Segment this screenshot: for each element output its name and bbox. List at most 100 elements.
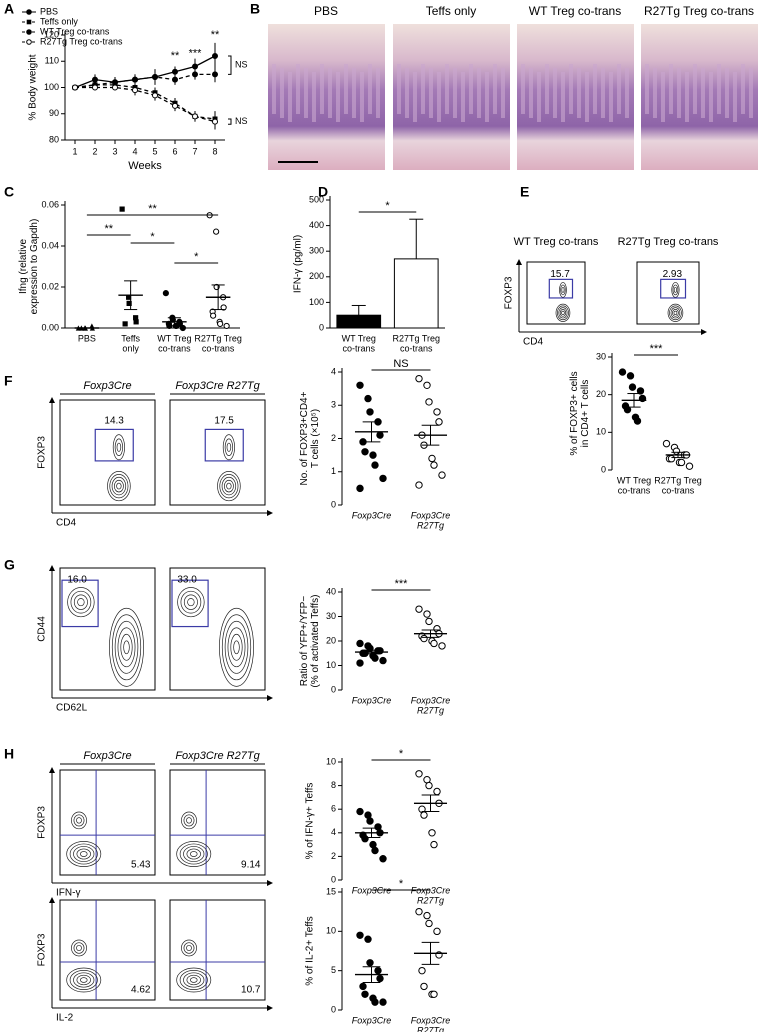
y-tick-label: 300 — [309, 246, 324, 256]
point — [425, 919, 433, 928]
y-axis-label: expression to Gapdh) — [29, 219, 40, 315]
point — [179, 324, 186, 332]
contour — [76, 817, 82, 824]
x-tick-label: co-trans — [202, 343, 235, 353]
contour — [109, 473, 129, 499]
crypt — [352, 68, 356, 118]
image-title: R27Tg Treg co-trans — [644, 4, 754, 18]
x-tick-label: R27Tg — [417, 1025, 444, 1032]
y-tick-label: 4 — [331, 827, 336, 837]
x-tick-label: 1 — [72, 146, 77, 156]
point — [132, 76, 138, 83]
contour — [69, 843, 98, 865]
y-tick-label: 0.04 — [41, 240, 59, 250]
crypt — [320, 64, 324, 114]
point — [662, 439, 671, 448]
contour — [561, 287, 565, 293]
point — [212, 53, 218, 59]
contour — [667, 303, 684, 322]
point — [428, 829, 436, 837]
contour — [558, 307, 568, 319]
point — [361, 990, 369, 998]
point — [112, 79, 118, 86]
y-tick-label: 8 — [331, 780, 336, 790]
panel-label: B — [250, 1, 260, 17]
point — [356, 659, 364, 667]
y-axis-label: FOXP3 — [504, 276, 515, 309]
crypt — [493, 64, 497, 114]
contour — [226, 442, 232, 452]
x-axis-label: CD4 — [56, 518, 76, 529]
arrow-head — [516, 259, 522, 265]
y-tick-label: 20 — [596, 389, 606, 399]
point — [356, 807, 364, 816]
contour — [555, 303, 571, 322]
point — [366, 959, 374, 967]
crypt — [645, 64, 649, 114]
panel-label: A — [4, 1, 14, 17]
point — [217, 320, 224, 327]
crypt — [344, 64, 348, 114]
y-tick-label: 5 — [331, 965, 336, 975]
y-axis-label: % of FOXP3+ cells — [569, 371, 580, 455]
flow-plot — [169, 899, 266, 1001]
x-tick-label: WT Treg — [617, 475, 651, 485]
flow-plot — [59, 567, 156, 691]
x-tick-label: 6 — [172, 146, 177, 156]
x-tick-label: 2 — [92, 146, 97, 156]
point — [672, 447, 681, 455]
x-tick-label: WT Treg — [342, 333, 376, 343]
crypt — [477, 68, 481, 118]
bar — [393, 258, 439, 329]
flow-plot — [169, 399, 266, 506]
y-tick-label: 0 — [331, 499, 336, 509]
y-tick-label: 3 — [331, 400, 336, 410]
gate-value: 2.93 — [663, 269, 683, 280]
legend-label: PBS — [40, 6, 58, 16]
point — [418, 966, 426, 975]
gate-value: 9.14 — [241, 860, 261, 871]
point — [212, 71, 218, 78]
gate — [61, 579, 99, 628]
significance: * — [194, 251, 199, 263]
y-tick-label: 10 — [596, 427, 606, 437]
crypt — [569, 64, 573, 114]
gate — [171, 579, 209, 628]
gate-value: 14.3 — [104, 416, 124, 427]
crypt — [461, 72, 465, 122]
y-tick-label: 0.02 — [41, 281, 59, 291]
crypt — [272, 64, 276, 114]
y-tick-label: 1 — [331, 466, 336, 476]
contour — [76, 974, 91, 986]
flow-title: R27Tg Treg co-trans — [618, 236, 719, 248]
contour — [670, 307, 681, 319]
crypt — [609, 72, 613, 122]
x-tick-label: WT Treg — [157, 333, 191, 343]
image-title: WT Treg co-trans — [529, 4, 621, 18]
gate — [548, 278, 574, 299]
point — [92, 84, 98, 91]
contour — [224, 620, 249, 674]
crypt — [445, 64, 449, 114]
y-tick-label: 4 — [331, 366, 336, 376]
point — [415, 770, 423, 778]
flow-title: Foxp3Cre — [83, 380, 131, 392]
panel-label: G — [4, 557, 15, 573]
point — [420, 811, 428, 819]
crypt — [312, 72, 316, 122]
x-tick-label: Foxp3Cre — [352, 695, 392, 705]
arrow-head — [267, 880, 273, 886]
crypt — [288, 72, 292, 122]
contour — [559, 282, 567, 298]
point — [423, 911, 431, 920]
panel-label: F — [4, 373, 13, 389]
crypt — [405, 68, 409, 118]
gate — [204, 428, 244, 462]
gate-value: 33.0 — [177, 575, 197, 586]
contour — [114, 438, 124, 457]
contour — [186, 944, 192, 952]
y-tick-label: 0 — [331, 684, 336, 694]
contour — [73, 942, 85, 954]
x-tick-label: co-trans — [342, 343, 375, 353]
